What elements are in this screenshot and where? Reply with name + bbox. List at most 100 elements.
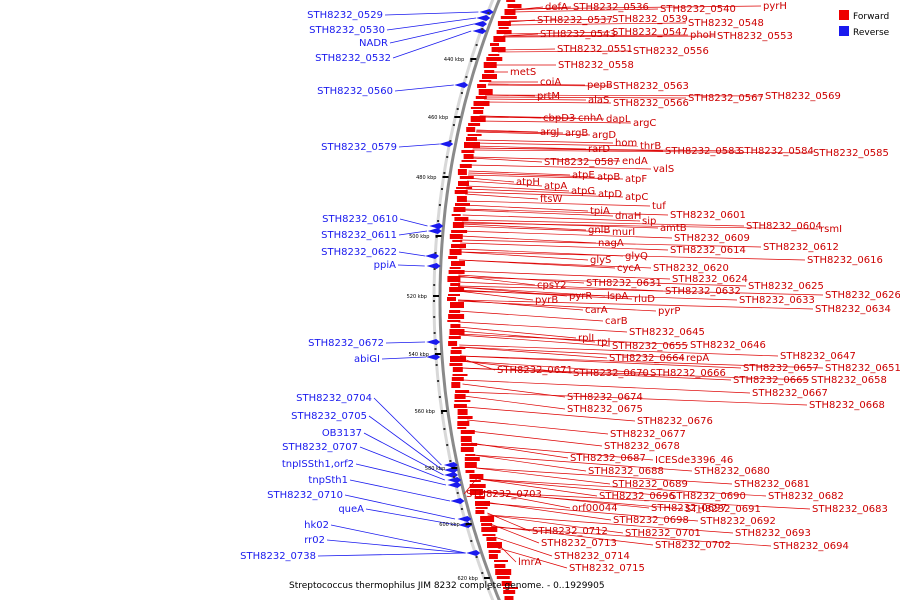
forward-leader [481,490,650,509]
forward-leader [471,443,654,461]
inner-tick [441,412,443,414]
forward-gene [455,390,470,393]
reverse-label-ob3137: OB3137 [322,428,362,439]
forward-leader [465,193,539,200]
reverse-label-sth8232-0672: STH8232_0672 [308,338,384,349]
forward-leader [463,204,589,212]
reverse-gene [426,354,441,360]
forward-leader [461,225,611,233]
forward-gene [461,160,477,162]
reverse-label-sth8232-0622: STH8232_0622 [321,247,397,258]
forward-label-sth8232-0671: STH8232_0671 [497,365,573,376]
forward-leader [460,239,762,248]
forward-leader [507,22,687,26]
forward-label-sth8232-0569: STH8232_0569 [765,91,841,102]
reverse-label-sth8232-0560: STH8232_0560 [317,86,393,97]
forward-leader [472,149,812,154]
forward-label-atpd: atpD [598,189,622,200]
forward-leader [457,299,584,311]
forward-gene [469,484,486,488]
forward-leader [458,270,671,280]
forward-gene [461,443,478,446]
forward-label-sth8232-0632: STH8232_0632 [665,286,741,297]
forward-gene [457,169,467,175]
reverse-label-hk02: hk02 [304,520,329,531]
forward-label-sth8232-0657: STH8232_0657 [743,363,819,374]
forward-label-sth8232-0678: STH8232_0678 [604,441,680,452]
reverse-leader [398,251,426,257]
reverse-label-tnpsth1: tnpSth1 [308,475,348,486]
forward-leader [503,34,689,37]
forward-gene [453,404,467,408]
forward-gene [454,394,466,399]
inner-tick [475,44,478,46]
forward-leader [460,367,732,381]
reverse-label-sth8232-0710: STH8232_0710 [267,490,343,501]
forward-label-cnha: cnhA [578,113,603,124]
reverse-gene [426,263,441,269]
forward-label-sth8232-0651: STH8232_0651 [825,363,900,374]
reverse-leader [397,264,425,267]
forward-label-orf00044: orf00044 [572,503,618,514]
forward-label-sth8232-0668: STH8232_0668 [809,400,885,411]
forward-label-atpf: atpF [625,174,647,185]
forward-gene [483,62,497,68]
forward-label-sth8232-0658: STH8232_0658 [811,375,887,386]
forward-leader [460,360,649,374]
forward-label-sth8232-0536: STH8232_0536 [573,2,649,13]
forward-gene [466,127,476,132]
reverse-label-tnpissth1-orf2: tnpISSth1,orf2 [282,459,354,470]
forward-gene [464,462,477,468]
forward-gene [451,214,461,216]
forward-label-sip: sip [642,216,656,227]
forward-gene [450,283,461,286]
forward-label-thrb: thrB [640,141,661,152]
forward-gene [504,9,516,15]
forward-gene [455,203,470,206]
legend-forward-label: Forward [853,12,889,22]
reverse-leader [349,479,451,502]
scale-ticks: 440 kbp 460 kbp 480 kbp 500 kbp 520 kbp 540 k… [407,57,490,582]
forward-leader [458,285,824,296]
forward-leader [473,142,639,147]
forward-leader [457,299,814,310]
reverse-leader [317,552,466,557]
forward-gene [469,474,484,479]
forward-gene [490,43,499,46]
forward-gene [498,27,509,29]
reverse-leader [355,463,447,486]
inner-tick [465,76,468,78]
scale-tick-mark [442,176,449,178]
forward-gene [497,21,511,26]
forward-label-sth8232-0626: STH8232_0626 [825,290,900,301]
forward-leader [466,180,543,187]
forward-gene [486,537,497,541]
forward-leader [465,191,624,198]
forward-gene [454,190,468,194]
inner-tick [446,444,449,446]
forward-label-atpa: atpA [544,181,567,192]
forward-gene [488,550,501,553]
forward-label-atph: atpH [516,177,540,188]
forward-leader [462,219,745,227]
reverse-leader [326,539,466,554]
forward-leader [479,115,577,119]
forward-leader [459,355,824,369]
forward-gene [448,314,465,319]
forward-gene [468,123,481,126]
forward-label-cara: carA [585,305,608,316]
forward-leader [476,467,733,485]
forward-gene [447,297,456,301]
forward-leader [457,300,657,312]
forward-leader [476,467,611,485]
scale-tick-label: 500 kbp [409,234,429,240]
forward-gene [470,116,486,122]
forward-leader [471,156,621,162]
forward-gene [475,510,485,514]
reverse-gene [447,477,462,483]
forward-label-argb: argB [565,128,588,139]
forward-leader [465,188,597,195]
forward-label-tpia: tpiA [590,206,610,217]
forward-leader [483,101,612,104]
